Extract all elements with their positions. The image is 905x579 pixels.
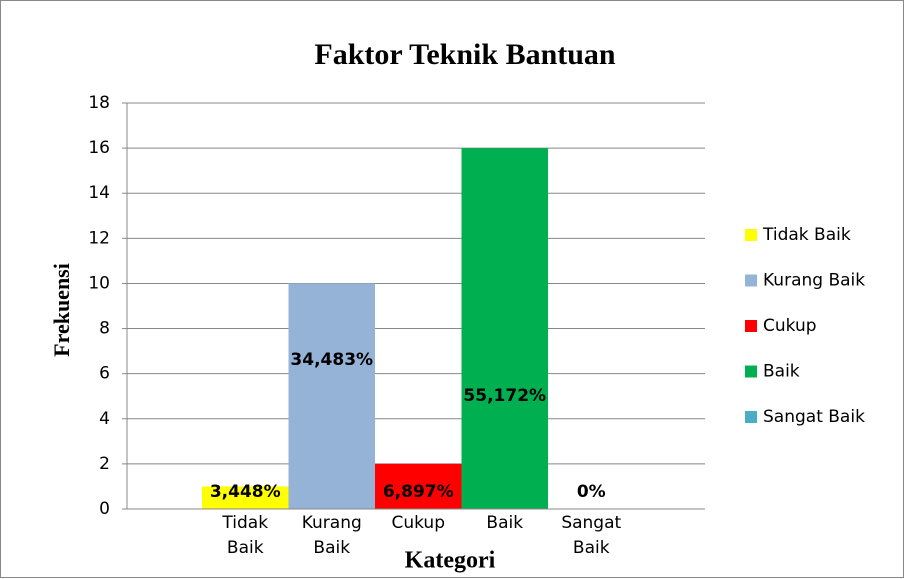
y-tick-label: 18 [88, 93, 110, 113]
y-tick-label: 0 [99, 499, 110, 519]
bar [288, 283, 375, 509]
bar [461, 148, 548, 509]
data-label: 0% [577, 482, 606, 502]
legend-swatch [745, 274, 757, 287]
x-axis-label: Kategori [405, 548, 496, 574]
legend-swatch [745, 365, 757, 378]
legend-label: Kurang Baik [763, 271, 865, 291]
y-tick-label: 10 [88, 273, 110, 293]
legend-swatch [745, 411, 757, 423]
y-tick-label: 2 [99, 454, 110, 474]
x-tick-label: Baik [486, 513, 523, 533]
bar [375, 463, 462, 509]
legend-swatch [745, 320, 757, 332]
y-tick-label: 16 [88, 138, 110, 158]
legend-swatch [745, 229, 757, 241]
y-tick-label: 14 [88, 183, 110, 203]
y-tick-label: 12 [88, 228, 110, 248]
y-tick-label: 4 [99, 409, 110, 429]
legend-label: Cukup [763, 316, 817, 336]
y-tick-label: 6 [99, 364, 110, 384]
data-label: 34,483% [290, 350, 373, 370]
data-label: 6,897% [383, 482, 454, 502]
bar [202, 486, 289, 509]
chart-title: Faktor Teknik Bantuan [314, 38, 616, 71]
y-axis-label: Frekuensi [49, 263, 74, 357]
x-tick-label: Sangat Baik [561, 513, 621, 558]
y-tick-label: 8 [99, 319, 110, 339]
legend-label: Tidak Baik [762, 225, 851, 245]
legend-label: Sangat Baik [763, 407, 865, 427]
x-tick-label: Cukup [391, 513, 445, 533]
legend-label: Baik [763, 362, 800, 382]
data-label: 3,448% [210, 482, 281, 502]
data-label: 55,172% [463, 386, 546, 406]
x-tick-label: Kurang Baik [302, 513, 362, 558]
x-tick-label: Tidak Baik [221, 513, 268, 558]
